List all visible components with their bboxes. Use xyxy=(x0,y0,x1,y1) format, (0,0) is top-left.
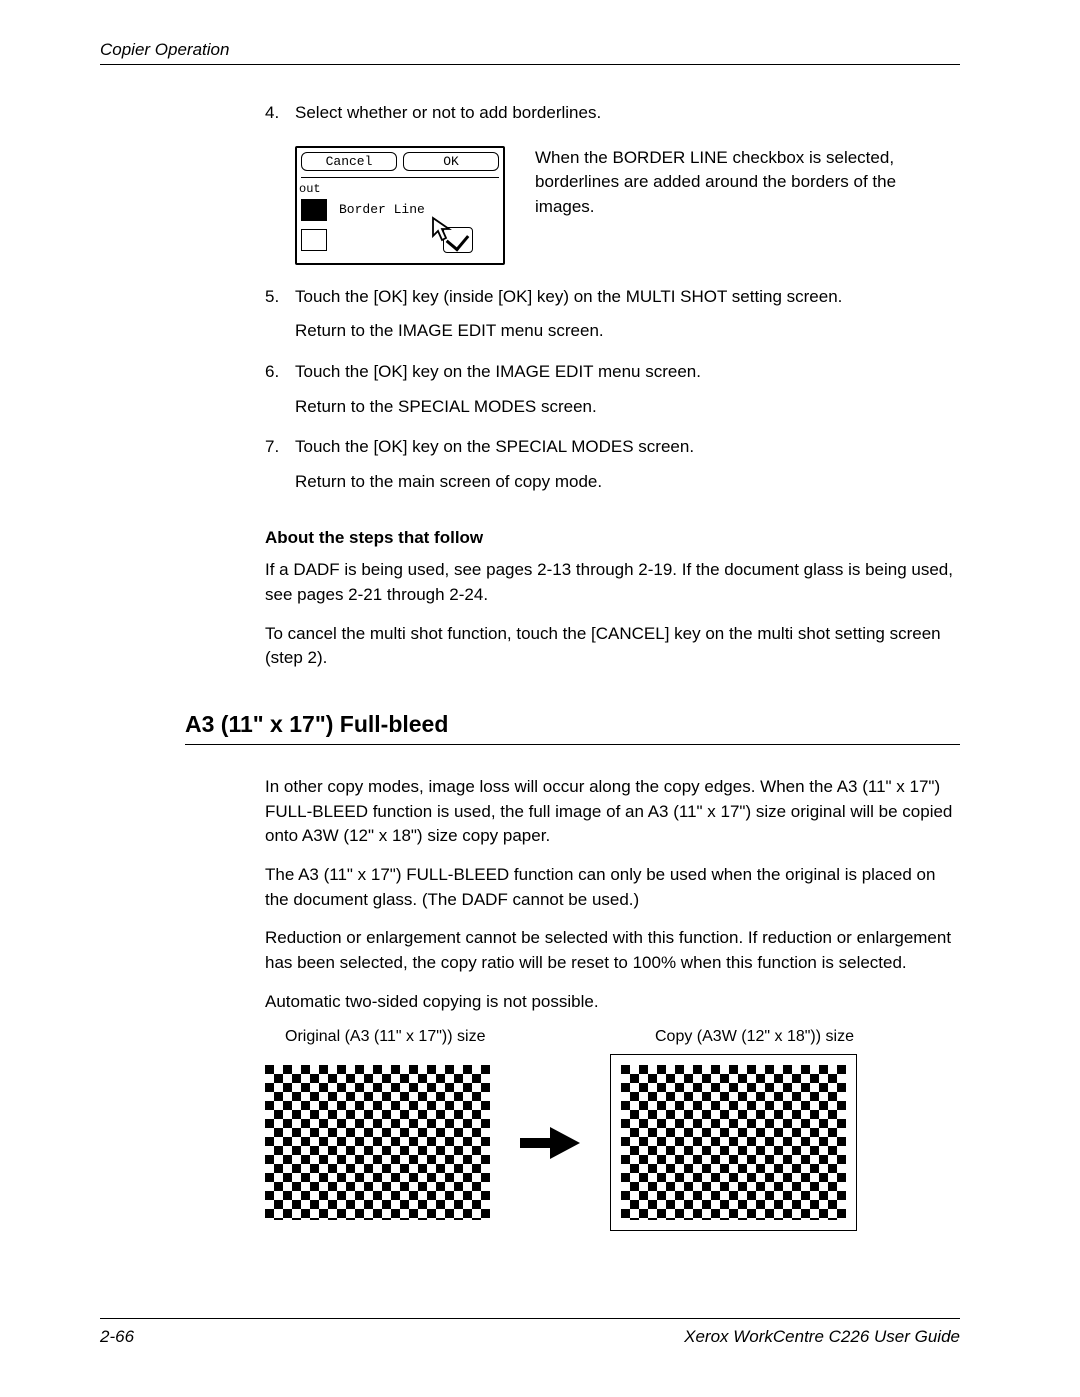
original-checker xyxy=(265,1065,490,1220)
fb-p3: Reduction or enlargement cannot be selec… xyxy=(265,926,960,975)
step-5-line2: Return to the IMAGE EDIT menu screen. xyxy=(295,319,960,344)
copy-border xyxy=(610,1054,857,1231)
step-5: 5. Touch the [OK] key (inside [OK] key) … xyxy=(265,285,960,354)
fb-p1: In other copy modes, image loss will occ… xyxy=(265,775,960,849)
border-note: When the BORDER LINE checkbox is selecte… xyxy=(535,146,960,220)
step-6-num: 6. xyxy=(265,360,295,429)
header-rule xyxy=(100,64,960,65)
footer: 2-66 Xerox WorkCentre C226 User Guide xyxy=(100,1318,960,1347)
step-4-text: Select whether or not to add borderlines… xyxy=(295,101,960,126)
fb-p2: The A3 (11" x 17") FULL-BLEED function c… xyxy=(265,863,960,912)
layout-option-filled[interactable] xyxy=(301,199,327,221)
about-p1: If a DADF is being used, see pages 2-13 … xyxy=(265,558,960,607)
about-heading: About the steps that follow xyxy=(265,528,960,548)
copy-checker xyxy=(621,1065,846,1220)
header-section: Copier Operation xyxy=(100,40,960,60)
section-rule xyxy=(185,744,960,745)
fullbleed-diagram xyxy=(265,1054,960,1231)
section-title: A3 (11" x 17") Full-bleed xyxy=(185,711,960,738)
borderline-ui-mockup: Cancel OK out Border Line xyxy=(295,146,505,265)
step-5-line1: Touch the [OK] key (inside [OK] key) on … xyxy=(295,285,960,310)
fb-p4: Automatic two-sided copying is not possi… xyxy=(265,990,960,1015)
arrow-icon xyxy=(520,1127,580,1159)
footer-guide: Xerox WorkCentre C226 User Guide xyxy=(684,1327,960,1347)
out-label: out xyxy=(299,182,499,196)
step-7-line2: Return to the main screen of copy mode. xyxy=(295,470,960,495)
step-6-line2: Return to the SPECIAL MODES screen. xyxy=(295,395,960,420)
footer-page: 2-66 xyxy=(100,1327,134,1347)
border-line-label: Border Line xyxy=(339,202,425,217)
about-p2: To cancel the multi shot function, touch… xyxy=(265,622,960,671)
cursor-icon xyxy=(431,216,459,246)
step-5-num: 5. xyxy=(265,285,295,354)
ok-button[interactable]: OK xyxy=(403,152,499,171)
step-6: 6. Touch the [OK] key on the IMAGE EDIT … xyxy=(265,360,960,429)
step-6-line1: Touch the [OK] key on the IMAGE EDIT men… xyxy=(295,360,960,385)
caption-original: Original (A3 (11" x 17")) size xyxy=(265,1028,595,1046)
step-7: 7. Touch the [OK] key on the SPECIAL MOD… xyxy=(265,435,960,504)
caption-copy: Copy (A3W (12" x 18")) size xyxy=(595,1028,854,1046)
step-7-line1: Touch the [OK] key on the SPECIAL MODES … xyxy=(295,435,960,460)
step-4-num: 4. xyxy=(265,101,295,136)
step-4: 4. Select whether or not to add borderli… xyxy=(265,101,960,136)
layout-option-empty[interactable] xyxy=(301,229,327,251)
cancel-button[interactable]: Cancel xyxy=(301,152,397,171)
step-7-num: 7. xyxy=(265,435,295,504)
